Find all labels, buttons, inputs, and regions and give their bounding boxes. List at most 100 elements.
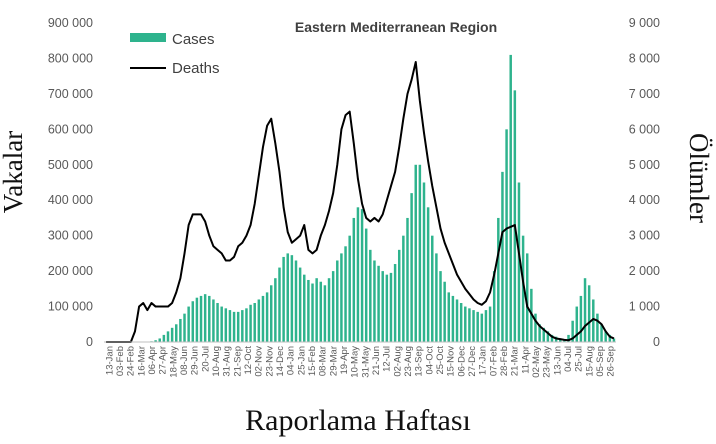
cases-bar xyxy=(278,267,281,342)
cases-bars xyxy=(150,54,616,343)
cases-bar xyxy=(435,253,438,342)
cases-bar xyxy=(600,324,603,342)
x-tick-label: 28-Feb xyxy=(499,346,510,376)
cases-bar xyxy=(443,281,446,342)
x-tick-label: 06-Apr xyxy=(147,346,158,375)
cases-bar xyxy=(397,249,401,342)
x-tick-label: 31-Aug xyxy=(222,346,233,377)
cases-bar xyxy=(261,295,265,342)
left-tick-label: 700 000 xyxy=(48,87,93,101)
legend: Cases Deaths xyxy=(130,31,220,77)
x-tick-label: 04-Oct xyxy=(424,346,435,375)
cases-bar xyxy=(505,129,508,342)
cases-bar xyxy=(480,313,484,342)
x-tick-label: 12-Oct xyxy=(243,346,254,375)
cases-bar xyxy=(525,253,529,342)
cases-bar xyxy=(327,278,331,342)
right-tick-label: 3 000 xyxy=(629,229,660,243)
cases-bar xyxy=(298,267,302,342)
x-tick-label: 18-May xyxy=(168,346,179,378)
x-tick-label: 19-Apr xyxy=(339,346,350,375)
cases-bar xyxy=(216,303,219,342)
cases-bar xyxy=(422,182,426,342)
cases-bar xyxy=(290,255,294,342)
cases-bar xyxy=(212,299,215,342)
cases-bar xyxy=(175,324,178,342)
legend-cases-label: Cases xyxy=(172,31,215,48)
cases-bar xyxy=(575,306,579,342)
x-tick-label: 14-Dec xyxy=(275,346,286,377)
x-tick-label: 27-Apr xyxy=(158,346,169,375)
cases-bar xyxy=(538,324,541,342)
x-tick-label: 25-Jan xyxy=(296,346,307,375)
x-tick-label: 23-May xyxy=(542,346,553,378)
x-tick-label: 15-Aug xyxy=(584,346,595,377)
cases-bar xyxy=(455,299,459,342)
cases-bar xyxy=(587,285,591,342)
x-tick-label: 21-Sep xyxy=(232,346,243,377)
x-tick-label: 07-Feb xyxy=(488,346,499,376)
cases-bar xyxy=(158,338,161,342)
x-tick-label: 10-Aug xyxy=(211,346,222,377)
x-tick-label: 20-Jul xyxy=(200,346,211,372)
left-axis-label: Vakalar xyxy=(0,131,28,213)
cases-bar xyxy=(269,285,273,342)
right-tick-label: 8 000 xyxy=(629,51,660,65)
x-tick-label: 15-Feb xyxy=(307,346,318,376)
cases-bar xyxy=(265,292,269,342)
left-axis: 0 100 000 200 000 300 000 400 000 500 000 600 … xyxy=(48,16,93,349)
cases-bar xyxy=(348,235,351,342)
cases-bar xyxy=(187,306,190,342)
cases-bar xyxy=(315,278,318,342)
x-tick-label: 02-May xyxy=(531,346,542,378)
cases-bar xyxy=(468,308,471,342)
cases-bar xyxy=(195,297,199,342)
x-tick-label: 13-Sep xyxy=(414,346,425,377)
cases-bar xyxy=(364,228,368,342)
cases-bar xyxy=(191,301,195,342)
right-tick-label: 9 000 xyxy=(629,16,660,30)
x-tick-label: 06-Dec xyxy=(456,346,467,377)
right-tick-label: 1 000 xyxy=(629,300,660,314)
cases-bar xyxy=(546,331,550,342)
cases-bar xyxy=(608,334,612,342)
x-tick-label: 13-Jan xyxy=(104,346,115,375)
cases-bar xyxy=(583,278,587,342)
cases-bar xyxy=(245,308,248,342)
left-tick-label: 400 000 xyxy=(48,193,93,207)
left-tick-label: 100 000 xyxy=(48,300,93,314)
cases-bar xyxy=(488,306,492,342)
cases-bar xyxy=(356,207,360,342)
left-tick-label: 500 000 xyxy=(48,158,93,172)
right-tick-label: 7 000 xyxy=(629,87,660,101)
right-tick-label: 0 xyxy=(653,335,660,349)
x-axis-label: Raporlama Haftası xyxy=(245,404,471,437)
cases-bar xyxy=(369,249,372,342)
right-tick-label: 4 000 xyxy=(629,193,660,207)
cases-bar xyxy=(319,281,323,342)
cases-bar xyxy=(426,207,430,342)
x-tick-label: 26-Sep xyxy=(606,346,617,377)
right-tick-label: 5 000 xyxy=(629,158,660,172)
cases-bar xyxy=(604,331,607,342)
x-tick-label: 21-Mar xyxy=(510,346,521,376)
cases-bar xyxy=(592,299,595,342)
cases-bar xyxy=(307,279,310,342)
cases-bar xyxy=(377,265,380,342)
cases-bar xyxy=(406,217,409,342)
cases-bar xyxy=(344,246,347,342)
x-axis: 13-Jan 03-Feb 24-Feb 16-Mar 06-Apr 27-Apr 18-M… xyxy=(104,341,617,378)
cases-bar xyxy=(232,311,236,342)
cases-bar xyxy=(241,310,244,342)
x-tick-label: 16-Mar xyxy=(136,346,147,376)
cases-bar xyxy=(431,235,434,342)
cases-bar xyxy=(612,338,616,342)
deaths-line xyxy=(106,60,615,343)
right-tick-label: 2 000 xyxy=(629,264,660,278)
cases-bar xyxy=(323,285,327,342)
cases-bar xyxy=(385,274,389,342)
cases-bar xyxy=(286,253,289,342)
cases-bar xyxy=(183,313,186,342)
x-tick-label: 25-Jul xyxy=(574,346,585,372)
cases-bar xyxy=(294,260,298,342)
